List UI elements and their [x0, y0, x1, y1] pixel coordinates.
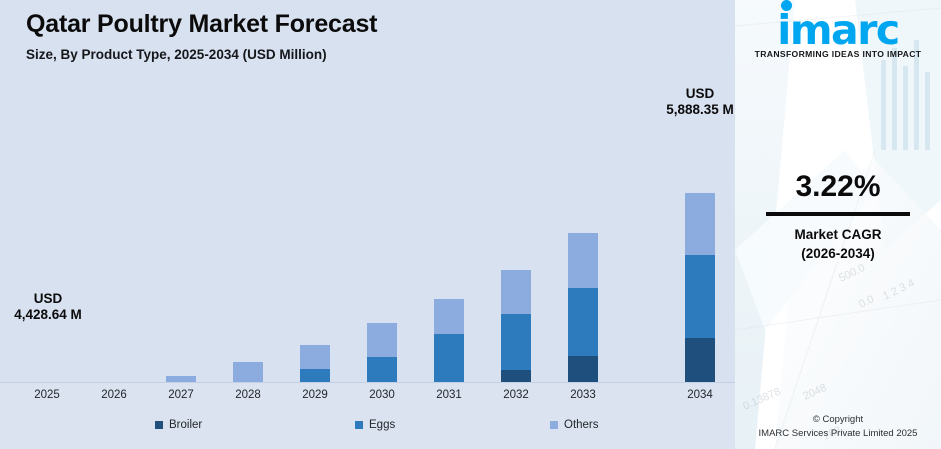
- chart-panel: Qatar Poultry Market Forecast Size, By P…: [0, 8, 735, 449]
- bar-segment-eggs-2033[interactable]: [568, 288, 598, 356]
- x-axis-label-2028: 2028: [235, 389, 261, 401]
- background-artwork: 500.0 0.0 1 2 3 4 0.13878 2048 768: [735, 0, 941, 449]
- x-axis-label-2027: 2027: [168, 389, 194, 401]
- background-artwork-svg: 500.0 0.0 1 2 3 4 0.13878 2048 768: [735, 0, 941, 449]
- legend-swatch-icon-eggs: [355, 421, 363, 429]
- logo-wordmark: imarc: [777, 0, 900, 54]
- cagr-period: (2026-2034): [801, 246, 875, 261]
- legend-item-others[interactable]: Others: [550, 419, 599, 431]
- x-axis-labels: 2025 2026 2027 2028 2029 2030 2031 2032 2033 2034: [0, 389, 735, 407]
- x-axis-label-2034: 2034: [687, 389, 713, 401]
- bar-segment-eggs-2032[interactable]: [501, 314, 531, 370]
- legend-swatch-icon-broiler: [155, 421, 163, 429]
- chart-subtitle: Size, By Product Type, 2025-2034 (USD Mi…: [26, 47, 327, 62]
- x-axis-label-2030: 2030: [369, 389, 395, 401]
- last-callout-currency: USD: [685, 86, 715, 101]
- cagr-value: 3.22%: [795, 170, 881, 203]
- chart-legend: Broiler Eggs Others: [0, 419, 735, 439]
- first-value-callout: USD 4,428.64 M: [2, 291, 94, 323]
- x-axis-label-2025: 2025: [34, 389, 60, 401]
- legend-swatch-icon-others: [550, 421, 558, 429]
- legend-item-broiler[interactable]: Broiler: [155, 419, 202, 431]
- x-axis-label-2029: 2029: [302, 389, 328, 401]
- bar-segment-others-2030[interactable]: [367, 323, 397, 357]
- chart-header: Qatar Poultry Market Forecast Size, By P…: [26, 8, 377, 63]
- logo-tagline: TRANSFORMING IDEAS INTO IMPACT: [754, 49, 922, 59]
- copyright-notice: © Copyright IMARC Services Private Limit…: [735, 413, 941, 441]
- bar-segment-others-2029[interactable]: [300, 345, 330, 369]
- cagr-block: 3.22% Market CAGR (2026-2034): [735, 170, 941, 263]
- bar-segment-eggs-2031[interactable]: [434, 334, 464, 384]
- copyright-line-2: IMARC Services Private Limited 2025: [758, 428, 918, 439]
- last-value-callout: USD 5,888.35 M: [648, 86, 752, 118]
- copyright-line-1: © Copyright: [812, 414, 864, 425]
- logo-text-label: imarc: [777, 6, 900, 54]
- x-axis-label-2032: 2032: [503, 389, 529, 401]
- x-axis-label-2031: 2031: [436, 389, 462, 401]
- bar-segment-others-2031[interactable]: [434, 299, 464, 334]
- cagr-divider: [766, 212, 910, 216]
- legend-label-others: Others: [564, 419, 599, 431]
- brand-panel: 500.0 0.0 1 2 3 4 0.13878 2048 768 imarc: [735, 0, 941, 449]
- last-callout-value: 5,888.35 M: [666, 102, 734, 117]
- page-title: Qatar Poultry Market Forecast: [26, 10, 378, 38]
- x-axis-line: [0, 382, 735, 383]
- bar-segment-others-2034[interactable]: [685, 193, 715, 255]
- cagr-label: Market CAGR: [794, 227, 882, 242]
- logo-dot-icon: [781, 0, 793, 11]
- bar-segment-others-2033[interactable]: [568, 233, 598, 288]
- imarc-logo: imarc TRANSFORMING IDEAS INTO IMPACT: [735, 0, 941, 59]
- bar-segment-others-2032[interactable]: [501, 270, 531, 314]
- legend-label-eggs: Eggs: [369, 419, 396, 431]
- bar-segment-eggs-2034[interactable]: [685, 255, 715, 338]
- first-callout-currency: USD: [33, 291, 63, 306]
- x-axis-label-2033: 2033: [570, 389, 596, 401]
- legend-label-broiler: Broiler: [169, 419, 203, 431]
- axis-footer-band: [0, 383, 735, 449]
- legend-item-eggs[interactable]: Eggs: [355, 419, 395, 431]
- x-axis-label-2026: 2026: [101, 389, 127, 401]
- first-callout-value: 4,428.64 M: [14, 307, 82, 322]
